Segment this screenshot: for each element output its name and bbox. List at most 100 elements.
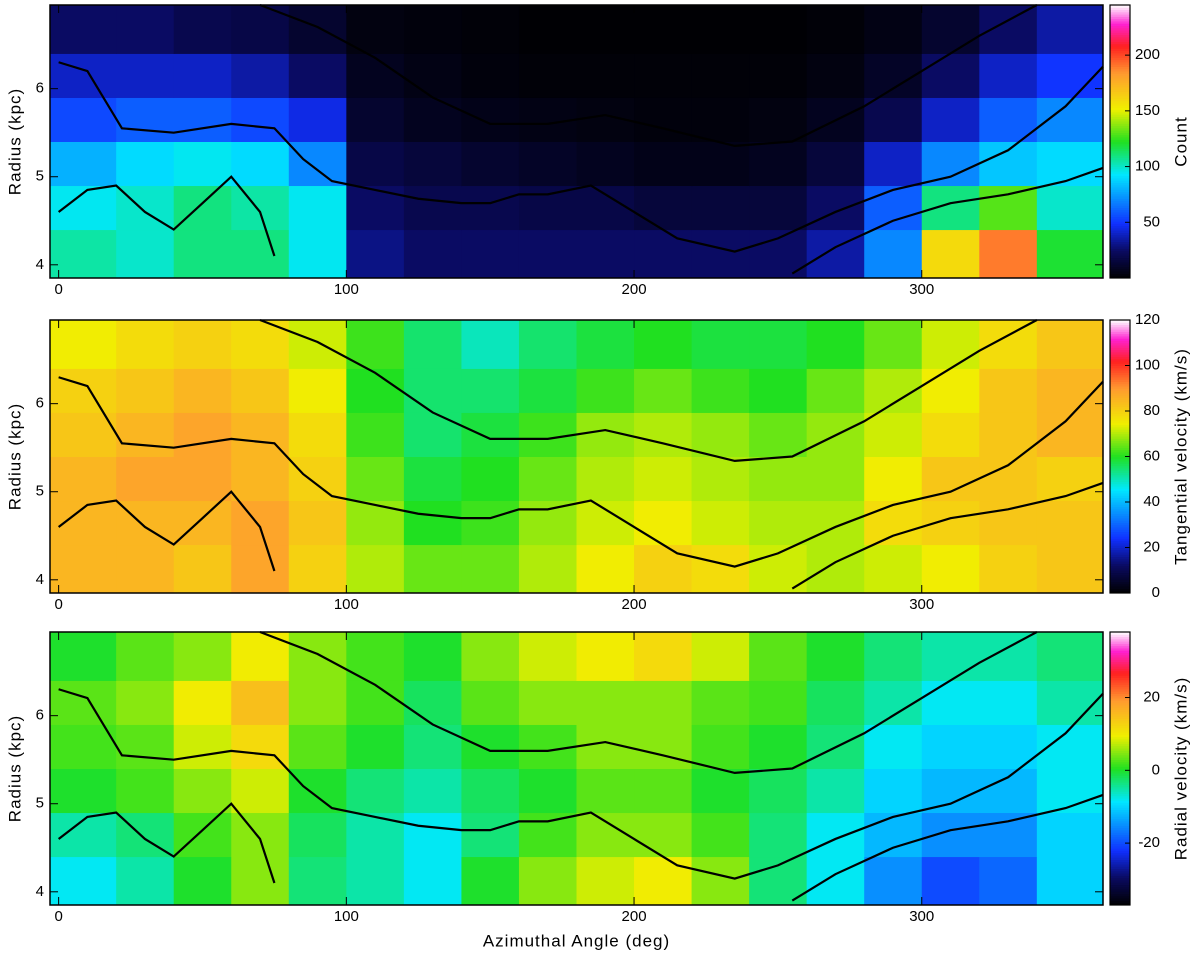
- heatmap-cell: [1036, 544, 1104, 594]
- heatmap-cell: [749, 5, 808, 54]
- colorbar-step: [1110, 467, 1130, 471]
- colorbar-step: [1110, 504, 1130, 508]
- colorbar-step: [1110, 275, 1130, 279]
- contour-line: [57, 802, 276, 884]
- colorbar-step: [1110, 668, 1130, 672]
- colorbar-step: [1110, 75, 1130, 79]
- heatmap-cell: [634, 500, 693, 546]
- heatmap-cell: [116, 632, 175, 681]
- colorbar-step: [1110, 581, 1130, 585]
- heatmap-cell: [461, 368, 520, 413]
- heatmap-cell: [461, 320, 520, 369]
- heatmap-cell: [231, 456, 290, 502]
- heatmap-cell: [634, 544, 693, 594]
- colorbar-step: [1110, 134, 1130, 138]
- heatmap-cell: [921, 229, 980, 279]
- x-tick-label: 0: [54, 596, 62, 613]
- heatmap-cell: [806, 812, 865, 858]
- heatmap-cell: [518, 368, 577, 413]
- colorbar-step: [1110, 675, 1130, 678]
- colorbar-step: [1110, 834, 1130, 838]
- colorbar-step: [1110, 661, 1130, 665]
- colorbar-step: [1110, 331, 1130, 335]
- colorbar-step: [1110, 782, 1130, 785]
- colorbar-step: [1110, 445, 1130, 448]
- colorbar-step: [1110, 547, 1130, 551]
- colorbar-step: [1110, 463, 1130, 467]
- colorbar-step: [1110, 524, 1130, 528]
- plot-frame: [49, 4, 1104, 279]
- colorbar-step: [1110, 729, 1130, 733]
- heatmap-cell: [403, 680, 462, 725]
- colorbar-step: [1110, 248, 1130, 252]
- heatmap-cell: [461, 456, 520, 502]
- heatmap-cell: [346, 812, 405, 858]
- colorbar-step: [1110, 125, 1130, 129]
- colorbar-step: [1110, 704, 1130, 708]
- colorbar-step: [1110, 50, 1130, 54]
- heatmap-cell: [173, 5, 232, 54]
- colorbar-step: [1110, 139, 1130, 142]
- colorbar-step: [1110, 882, 1130, 886]
- colorbar-step: [1110, 98, 1130, 102]
- heatmap-cell: [346, 544, 405, 594]
- colorbar-step: [1110, 198, 1130, 202]
- heatmap-cell: [231, 500, 290, 546]
- y-tick-label: 5: [36, 483, 44, 500]
- colorbar-step: [1110, 171, 1130, 174]
- colorbar-step: [1110, 540, 1130, 544]
- heatmap-cell: [749, 97, 808, 142]
- colorbar-step: [1110, 816, 1130, 820]
- colorbar-step: [1110, 700, 1130, 704]
- heatmap-cell: [403, 141, 462, 187]
- colorbar-step: [1110, 647, 1130, 651]
- colorbar-step: [1110, 823, 1130, 826]
- colorbar-step: [1110, 786, 1130, 790]
- colorbar-step: [1110, 738, 1130, 742]
- heatmap-cell: [173, 856, 232, 906]
- colorbar-step: [1110, 43, 1130, 47]
- colorbar-step: [1110, 707, 1130, 710]
- colorbar-step: [1110, 241, 1130, 245]
- colorbar-step: [1110, 451, 1130, 455]
- heatmap-cell: [979, 229, 1038, 279]
- colorbar-step: [1110, 684, 1130, 688]
- heatmap-cell: [691, 632, 750, 681]
- y-tick-label: 6: [36, 395, 44, 412]
- colorbar-step: [1110, 820, 1130, 824]
- colorbar-step: [1110, 52, 1130, 56]
- colorbar-step: [1110, 345, 1130, 348]
- heatmap-cell: [50, 97, 117, 142]
- colorbar-step: [1110, 397, 1130, 401]
- heatmap-cell: [864, 229, 923, 279]
- colorbar-step: [1110, 529, 1130, 533]
- colorbar-step: [1110, 659, 1130, 663]
- heatmap-cell: [346, 680, 405, 725]
- heatmap-cell: [921, 185, 980, 231]
- colorbar-tick-label: 120: [1135, 311, 1160, 328]
- heatmap-cell: [749, 632, 808, 681]
- heatmap-cell: [231, 856, 290, 906]
- colorbar-step: [1110, 93, 1130, 97]
- heatmap-cell: [288, 141, 347, 187]
- colorbar-frame: [1109, 4, 1131, 279]
- heatmap-cell: [518, 812, 577, 858]
- colorbar-step: [1110, 536, 1130, 539]
- colorbar-step: [1110, 367, 1130, 371]
- heatmap-cell: [403, 544, 462, 594]
- heatmap-cell: [634, 680, 693, 725]
- heatmap-cell: [173, 320, 232, 369]
- colorbar-step: [1110, 16, 1130, 20]
- colorbar-step: [1110, 691, 1130, 694]
- colorbar-step: [1110, 227, 1130, 231]
- colorbar-step: [1110, 252, 1130, 256]
- colorbar-step: [1110, 677, 1130, 681]
- heatmap-cell: [921, 97, 980, 142]
- colorbar-step: [1110, 472, 1130, 476]
- colorbar-tick-label: 150: [1135, 102, 1160, 119]
- colorbar-step: [1110, 187, 1130, 190]
- heatmap-cell: [403, 856, 462, 906]
- heatmap-cell: [403, 812, 462, 858]
- heatmap-cell: [50, 544, 117, 594]
- colorbar-step: [1110, 82, 1130, 86]
